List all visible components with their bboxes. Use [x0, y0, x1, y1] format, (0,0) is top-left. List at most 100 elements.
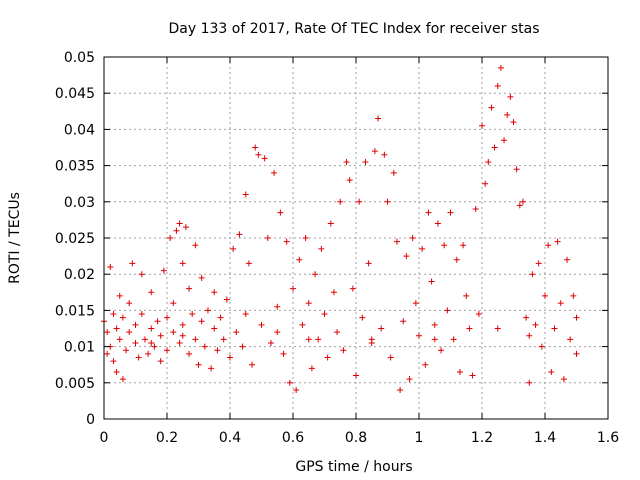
data-point: [324, 354, 331, 361]
data-point: [353, 372, 359, 379]
data-point: [283, 238, 290, 245]
data-point: [409, 235, 416, 241]
data-point: [236, 231, 243, 238]
y-tick-label: 0.03: [64, 195, 95, 211]
data-point: [362, 158, 369, 165]
data-point: [192, 242, 199, 249]
data-point: [356, 198, 363, 205]
data-point: [299, 321, 306, 328]
data-point: [138, 271, 145, 278]
data-point: [176, 339, 183, 346]
y-tick-label: 0.01: [64, 340, 95, 356]
data-point: [479, 122, 485, 129]
data-point: [129, 260, 136, 267]
points-layer: [101, 64, 580, 394]
data-point: [494, 82, 501, 89]
data-point: [151, 343, 158, 350]
data-point: [554, 238, 561, 245]
y-tick-label: 0: [86, 412, 95, 428]
data-point: [211, 325, 218, 332]
data-point: [119, 376, 126, 383]
data-point: [330, 289, 337, 296]
data-point: [223, 296, 230, 303]
data-point: [170, 329, 177, 336]
data-point: [387, 354, 394, 361]
data-point: [321, 311, 328, 318]
x-tick-label: 1.2: [471, 430, 493, 446]
y-axis-label: ROTI / TECUs: [7, 192, 23, 284]
data-point: [182, 224, 189, 231]
x-tick-label: 1.4: [534, 430, 556, 446]
data-point: [548, 368, 555, 375]
data-point: [204, 307, 211, 314]
data-point: [211, 289, 218, 296]
data-point: [296, 256, 303, 263]
data-point: [186, 285, 193, 292]
data-point: [148, 339, 155, 346]
data-point: [110, 311, 117, 318]
data-point: [116, 292, 123, 299]
data-point: [438, 347, 445, 354]
data-point: [488, 104, 495, 111]
data-point: [195, 361, 202, 368]
data-point: [456, 368, 463, 375]
data-point: [186, 350, 193, 357]
data-point: [277, 209, 284, 216]
data-point: [337, 198, 344, 205]
data-point: [113, 368, 120, 375]
data-point: [312, 271, 319, 278]
data-point: [126, 329, 133, 336]
data-point: [482, 180, 489, 187]
y-tick-label: 0.02: [64, 267, 95, 283]
data-point: [545, 242, 552, 249]
data-point: [570, 292, 577, 299]
data-point: [157, 332, 164, 339]
data-point: [198, 274, 205, 281]
data-point: [564, 256, 571, 263]
data-point: [431, 336, 438, 343]
data-point: [485, 158, 492, 165]
data-point: [132, 321, 139, 328]
data-point: [192, 336, 199, 343]
data-point: [526, 379, 533, 386]
data-point: [104, 329, 111, 336]
data-point: [560, 376, 567, 383]
data-point: [315, 336, 322, 343]
data-point: [507, 93, 514, 100]
data-point: [346, 177, 353, 184]
data-point: [378, 325, 385, 332]
data-point: [110, 358, 117, 365]
x-tick-label: 0.4: [219, 430, 241, 446]
data-point: [318, 245, 325, 252]
data-point: [305, 336, 312, 343]
data-point: [368, 336, 375, 343]
data-point: [302, 235, 309, 241]
data-point: [286, 379, 293, 386]
data-point: [208, 365, 215, 372]
data-point: [390, 169, 397, 176]
data-point: [428, 278, 435, 285]
data-point: [431, 321, 438, 328]
data-point: [497, 64, 504, 71]
data-point: [551, 325, 558, 332]
data-point: [375, 115, 382, 122]
data-point: [157, 358, 164, 365]
data-point: [258, 321, 265, 328]
data-point: [145, 350, 152, 357]
data-point: [249, 361, 256, 368]
data-point: [245, 260, 252, 267]
data-point: [340, 347, 347, 354]
data-point: [538, 343, 545, 350]
data-point: [227, 354, 233, 361]
data-point: [425, 209, 432, 216]
data-point: [371, 148, 378, 155]
data-point: [198, 318, 205, 325]
data-point: [308, 365, 315, 372]
data-point: [104, 350, 111, 357]
y-tick-label: 0.005: [55, 376, 95, 392]
data-point: [334, 329, 341, 336]
data-point: [220, 336, 227, 343]
data-point: [164, 347, 170, 354]
x-tick-label: 0: [100, 430, 109, 446]
data-point: [381, 151, 388, 158]
